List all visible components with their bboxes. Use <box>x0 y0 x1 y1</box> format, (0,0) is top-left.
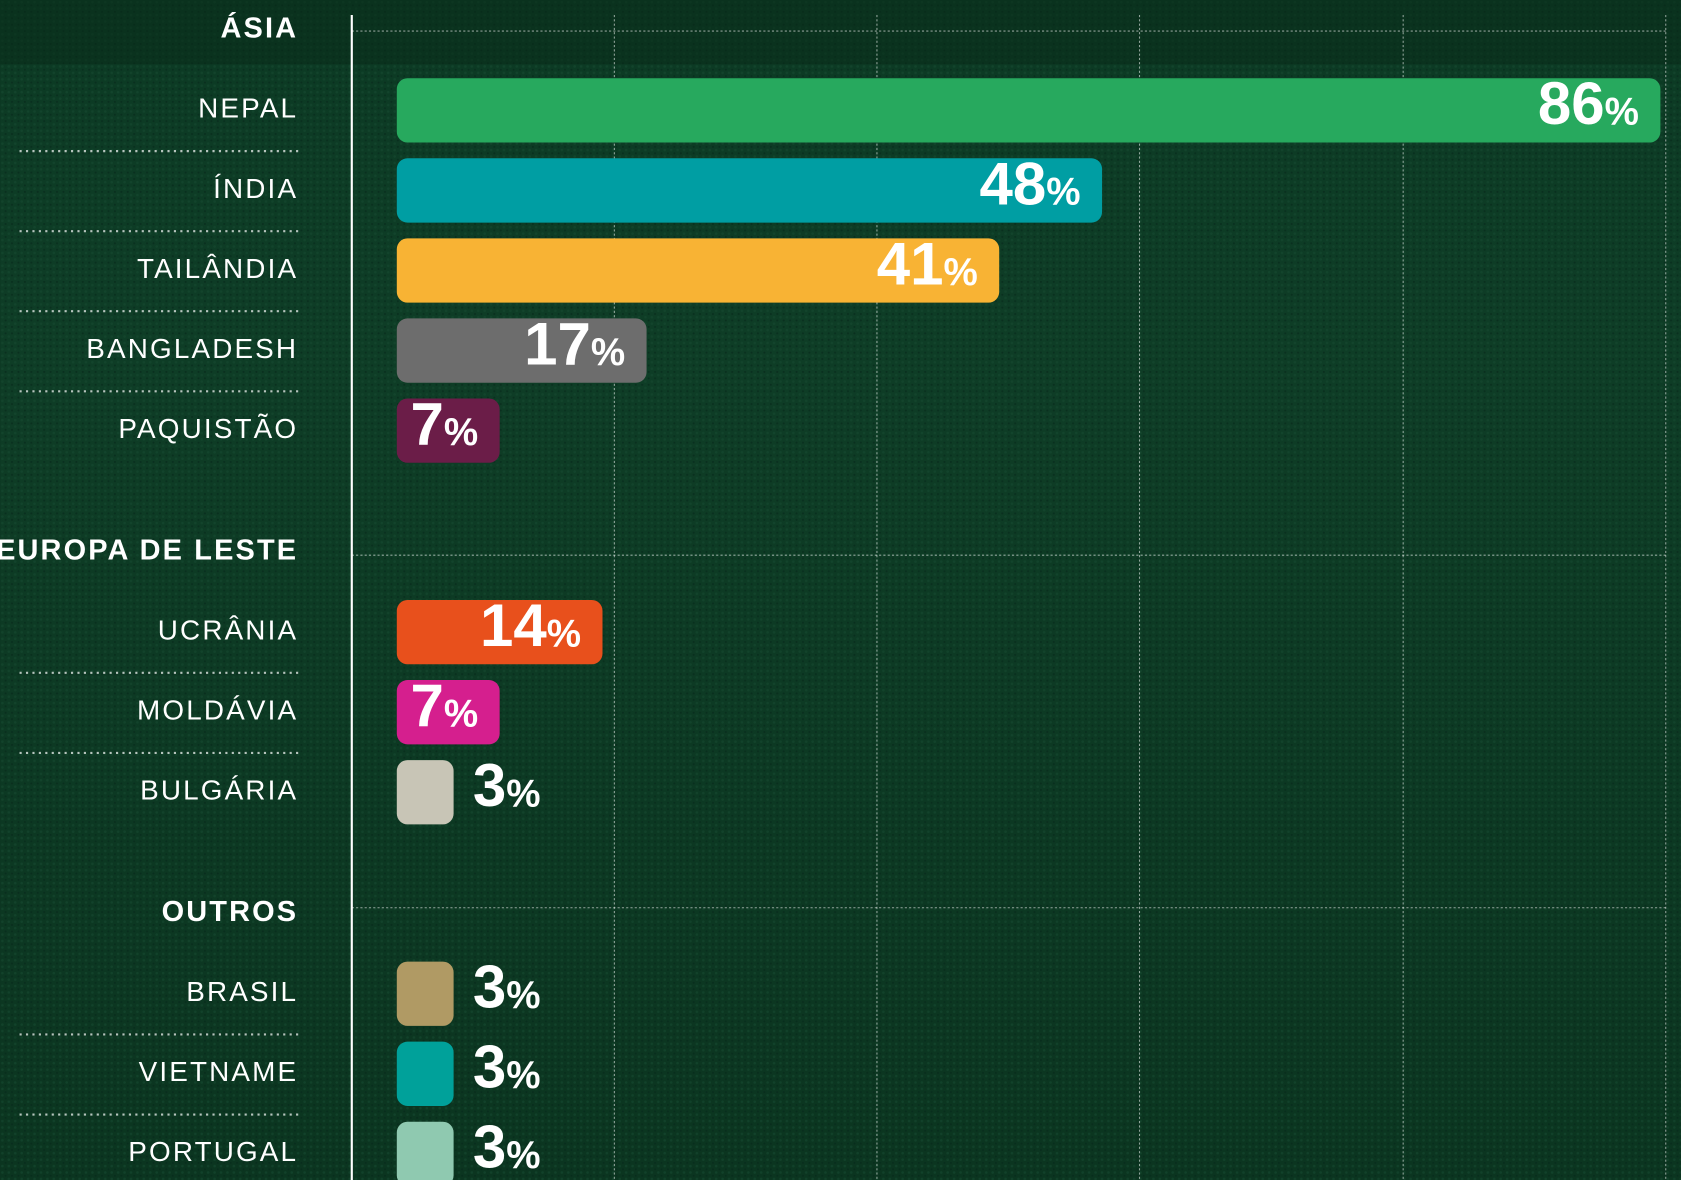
category-label: PORTUGAL <box>128 1136 298 1167</box>
category-label: ÍNDIA <box>213 173 298 204</box>
category-label: MOLDÁVIA <box>137 695 298 726</box>
category-label: VIETNAME <box>139 1056 299 1087</box>
category-label: TAILÂNDIA <box>137 253 298 284</box>
bar <box>397 78 1661 142</box>
bar <box>397 1042 454 1106</box>
category-label: BRASIL <box>186 976 298 1007</box>
category-label: BULGÁRIA <box>140 775 298 806</box>
group-label: OUTROS <box>162 896 299 928</box>
category-label: UCRÂNIA <box>158 614 298 645</box>
bar <box>397 962 454 1026</box>
chart: ÁSIANEPAL86%ÍNDIA48%TAILÂNDIA41%BANGLADE… <box>0 0 1681 1180</box>
page: {"chart_data": {"type": "bar", "groups":… <box>0 0 1681 1180</box>
bar <box>397 1122 454 1180</box>
bar <box>397 760 454 824</box>
group-label: ÁSIA <box>221 11 299 45</box>
category-label: BANGLADESH <box>86 333 298 364</box>
category-label: NEPAL <box>198 93 298 124</box>
category-label: PAQUISTÃO <box>118 413 298 444</box>
group-label: EUROPA DE LESTE <box>0 534 298 566</box>
